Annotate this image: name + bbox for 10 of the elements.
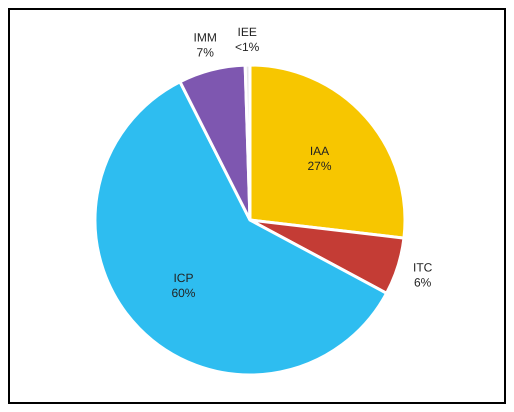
data-label: 60% [171,286,196,300]
data-label: 7% [196,46,214,60]
slice-label: IEE [238,25,257,40]
slice-label: ICP [173,270,194,285]
data-label: 27% [307,159,332,174]
data-label: <1% [234,40,260,54]
data-label: 6% [414,275,432,290]
slice-label: ITC [412,260,433,274]
slice-label: IMM [194,30,217,45]
slice-label: IAA [310,144,330,158]
